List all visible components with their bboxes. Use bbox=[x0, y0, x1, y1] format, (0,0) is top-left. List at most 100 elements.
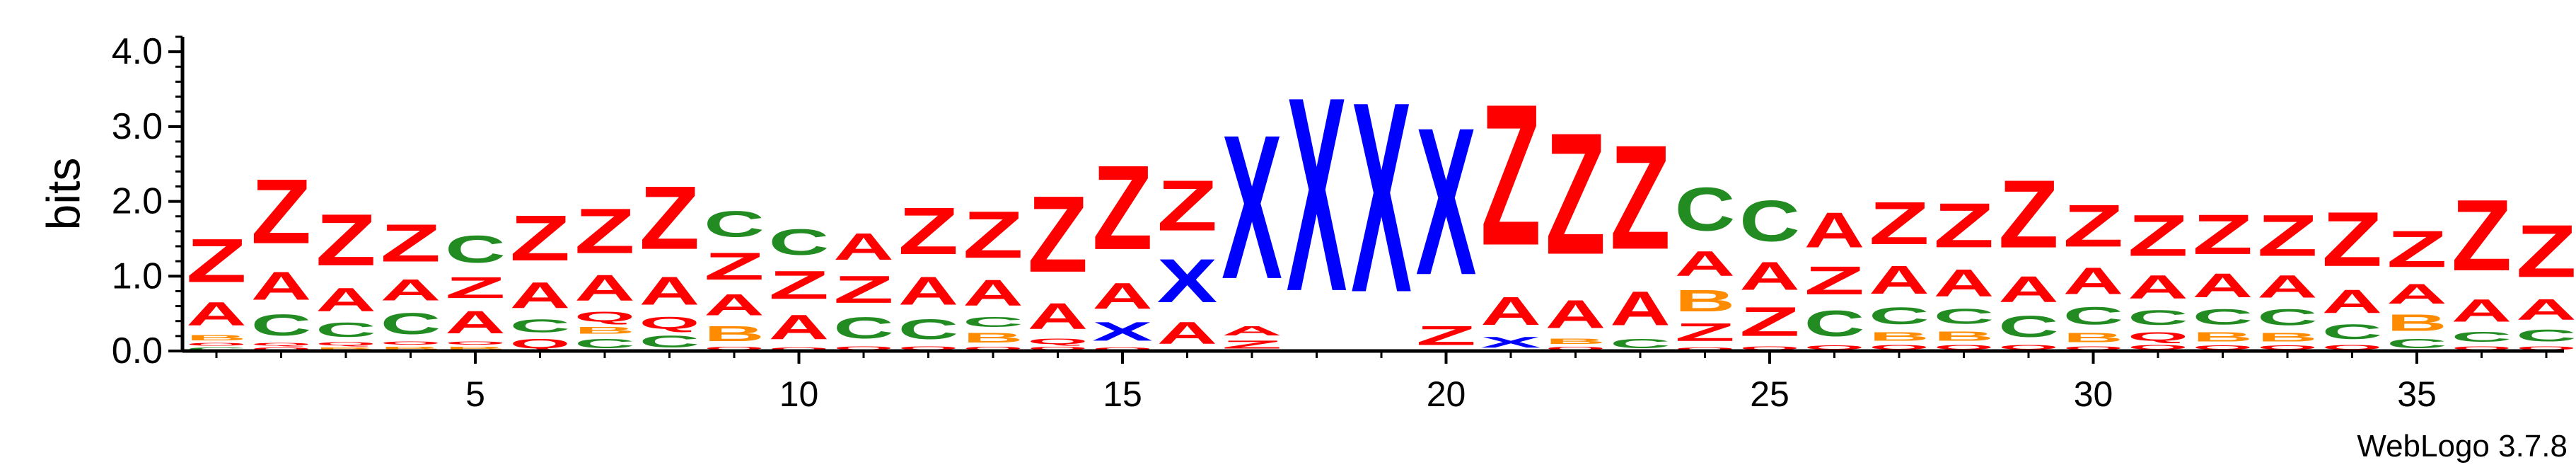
logo-letter-Z: Z bbox=[1739, 299, 1799, 345]
logo-letter-Q: Q bbox=[1675, 347, 1735, 351]
logo-letter-Z: Z bbox=[1028, 174, 1088, 296]
logo-letter-C: C bbox=[381, 306, 441, 340]
y-tick-label: 3.0 bbox=[112, 106, 163, 147]
x-tick-label: 10 bbox=[779, 374, 819, 414]
logo-letter-A: A bbox=[2193, 267, 2253, 305]
logo-letter-B: B bbox=[445, 346, 505, 351]
logo-letter-C: C bbox=[315, 319, 376, 342]
logo-letter-C: C bbox=[769, 221, 829, 263]
logo-stacks: COBAZOQCAZBQCAZBOCAZBOAZCQCAZCBQAZCQAZOB… bbox=[186, 39, 2576, 351]
logo-letter-A: A bbox=[2452, 292, 2512, 328]
logo-letter-C: C bbox=[186, 347, 246, 351]
x-tick-label: 30 bbox=[2074, 374, 2113, 414]
logo-letter-Z: Z bbox=[1416, 320, 1476, 350]
y-tick-label: 2.0 bbox=[112, 181, 163, 222]
logo-letter-Z: Z bbox=[186, 226, 246, 295]
logo-letter-B: B bbox=[1545, 337, 1606, 346]
logo-letter-C: C bbox=[898, 313, 958, 345]
logo-letter-Q: Q bbox=[1739, 345, 1799, 351]
logo-letter-X: X bbox=[1092, 316, 1152, 346]
logo-letter-O: O bbox=[2128, 343, 2188, 351]
logo-letter-Z: Z bbox=[2063, 192, 2123, 259]
logo-letter-O: O bbox=[769, 347, 829, 351]
logo-letter-O: O bbox=[833, 345, 893, 351]
logo-letter-O: O bbox=[1869, 343, 1929, 351]
logo-letter-A: A bbox=[1028, 296, 1088, 337]
logo-letter-X: X bbox=[1480, 334, 1541, 351]
logo-letter-Z: Z bbox=[445, 271, 505, 305]
logo-letter-A: A bbox=[251, 263, 311, 308]
logo-letter-O: O bbox=[898, 345, 958, 351]
logo-letter-Q: Q bbox=[1545, 346, 1606, 351]
logo-letter-A: A bbox=[2516, 294, 2576, 326]
logo-letter-A: A bbox=[1998, 269, 2058, 310]
logo-letter-A: A bbox=[574, 267, 634, 309]
logo-letter-C: C bbox=[1934, 305, 1994, 329]
logo-letter-A: A bbox=[315, 282, 376, 319]
logo-letter-A: A bbox=[2322, 283, 2382, 321]
x-tick-label: 25 bbox=[1750, 374, 1789, 414]
x-tick-label: 5 bbox=[465, 374, 485, 414]
logo-letter-A: A bbox=[704, 288, 764, 322]
logo-letter-C: C bbox=[704, 204, 764, 245]
logo-letter-O: O bbox=[381, 340, 441, 345]
logo-letter-B: B bbox=[963, 330, 1023, 345]
logo-letter-A: A bbox=[833, 226, 893, 268]
logo-letter-B: B bbox=[1934, 328, 1994, 343]
logo-letter-Z: Z bbox=[1934, 190, 1994, 261]
logo-letter-B: B bbox=[1869, 329, 1929, 343]
logo-letter-B: B bbox=[2257, 330, 2317, 344]
logo-letter-Z: Z bbox=[833, 267, 893, 311]
logo-letter-X: X bbox=[1416, 84, 1476, 318]
logo-letter-B: B bbox=[186, 333, 246, 343]
logo-letter-Q: Q bbox=[2322, 343, 2382, 351]
logo-letter-C: C bbox=[2322, 321, 2382, 344]
logo-letter-C: C bbox=[1804, 303, 1864, 344]
logo-letter-Z: Z bbox=[1480, 62, 1541, 288]
logo-letter-O: O bbox=[251, 347, 311, 351]
logo-letter-O: O bbox=[1934, 343, 1994, 351]
logo-letter-Z: Z bbox=[2322, 195, 2382, 282]
logo-letter-Z: Z bbox=[1545, 97, 1606, 291]
logo-letter-A: A bbox=[1869, 258, 1929, 302]
logo-letter-Z: Z bbox=[1222, 338, 1282, 351]
logo-letter-A: A bbox=[381, 273, 441, 307]
logo-letter-Z: Z bbox=[1804, 258, 1864, 303]
logo-letter-O: O bbox=[2452, 345, 2512, 351]
logo-letter-Z: Z bbox=[574, 195, 634, 266]
logo-letter-C: C bbox=[833, 311, 893, 345]
x-tick-label: 35 bbox=[2397, 374, 2437, 414]
logo-letter-Z: Z bbox=[1869, 189, 1930, 257]
logo-letter-A: A bbox=[639, 268, 700, 313]
logo-letter-Z: Z bbox=[1610, 114, 1670, 281]
logo-letter-C: C bbox=[2128, 306, 2188, 330]
logo-letter-O: O bbox=[2257, 344, 2317, 351]
logo-letter-A: A bbox=[769, 308, 829, 347]
logo-letter-A: A bbox=[186, 296, 246, 333]
logo-letter-C: C bbox=[2516, 326, 2576, 345]
logo-letter-A: A bbox=[1480, 289, 1541, 333]
logo-letter-A: A bbox=[1222, 323, 1282, 338]
logo-letter-Z: Z bbox=[251, 160, 311, 263]
logo-letter-C: C bbox=[1998, 309, 2058, 343]
logo-letter-C: C bbox=[445, 228, 506, 271]
logo-letter-C: C bbox=[639, 333, 700, 351]
logo-letter-C: C bbox=[574, 336, 634, 351]
logo-letter-A: A bbox=[2128, 269, 2188, 306]
logo-letter-A: A bbox=[898, 268, 958, 313]
x-axis-ticks: 5 10 15 20 25 30 35 bbox=[215, 351, 2548, 414]
logo-letter-A: A bbox=[1804, 202, 1864, 258]
logo-letter-Z: Z bbox=[2193, 203, 2253, 266]
logo-letter-Z: Z bbox=[2257, 203, 2317, 268]
logo-letter-X: X bbox=[1222, 92, 1282, 322]
logo-letter-A: A bbox=[2257, 269, 2318, 305]
logo-letter-X: X bbox=[1157, 247, 1217, 316]
logo-letter-Z: Z bbox=[510, 202, 570, 275]
logo-letter-Z: Z bbox=[1675, 318, 1735, 346]
logo-letter-O: O bbox=[2063, 345, 2123, 351]
logo-letter-C: C bbox=[1610, 336, 1670, 351]
logo-letter-O: O bbox=[445, 340, 505, 345]
logo-letter-B: B bbox=[381, 346, 441, 351]
logo-letter-O: O bbox=[1804, 344, 1864, 351]
logo-letter-Q: Q bbox=[2128, 329, 2188, 343]
